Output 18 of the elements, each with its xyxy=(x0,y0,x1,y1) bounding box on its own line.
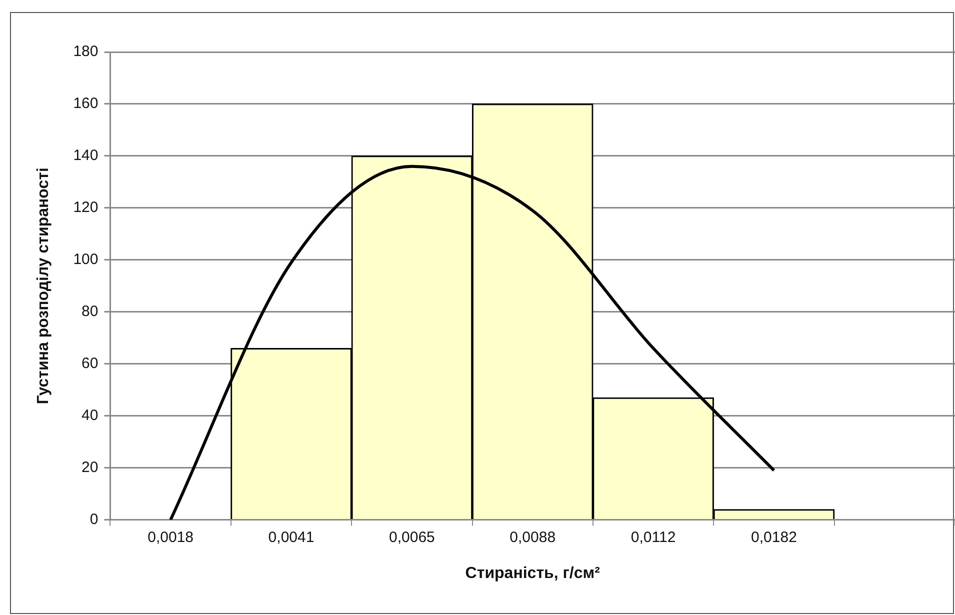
x-axis-title: Стираність, г/см² xyxy=(465,564,600,582)
x-tick-label: 0,0182 xyxy=(751,528,797,546)
x-tick-label: 0,0041 xyxy=(268,528,314,546)
y-tick-label: 60 xyxy=(82,355,98,372)
y-tick-label: 40 xyxy=(82,406,98,424)
y-tick-label: 140 xyxy=(73,147,98,164)
y-axis-title: Густина розподілу стираності xyxy=(35,168,52,404)
x-tick-label: 0,0018 xyxy=(148,528,194,546)
y-tick-label: 0 xyxy=(90,510,98,528)
y-tick-label: 180 xyxy=(73,43,98,60)
y-tick-label: 100 xyxy=(73,251,98,268)
y-tick-label: 160 xyxy=(73,95,98,112)
y-tick-label: 80 xyxy=(82,303,98,320)
y-tick-label: 20 xyxy=(82,458,98,476)
x-tick-label: 0,0088 xyxy=(510,528,556,546)
x-tick-label: 0,0112 xyxy=(630,528,676,546)
x-tick-label: 0,0065 xyxy=(388,528,435,546)
y-tick-label: 120 xyxy=(73,199,98,216)
